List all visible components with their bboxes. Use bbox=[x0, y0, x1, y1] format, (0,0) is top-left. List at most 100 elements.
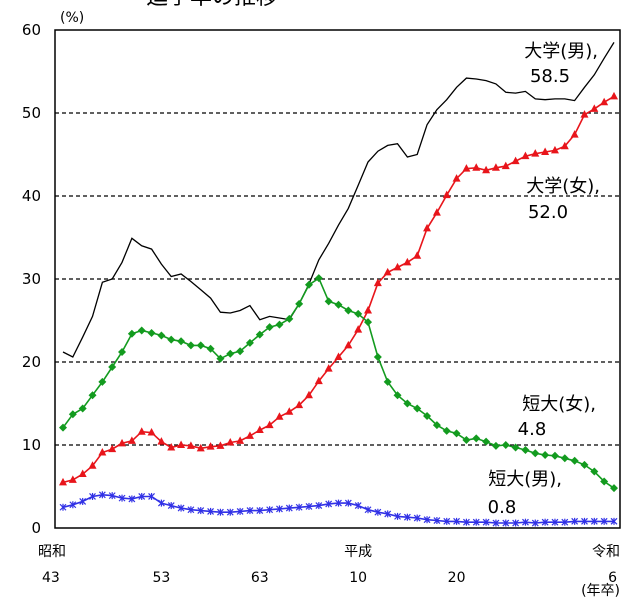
series-line bbox=[62, 42, 615, 358]
data-point bbox=[541, 518, 549, 526]
x-tick-era-label: 平成 bbox=[344, 544, 372, 560]
data-point bbox=[571, 517, 579, 525]
data-point bbox=[118, 438, 127, 447]
data-point bbox=[207, 507, 215, 515]
data-point bbox=[196, 443, 205, 452]
data-point bbox=[147, 328, 156, 337]
data-point bbox=[413, 404, 422, 413]
y-axis-unit: (%) bbox=[60, 10, 84, 26]
data-point bbox=[403, 399, 412, 408]
data-point bbox=[491, 441, 500, 450]
data-point bbox=[324, 364, 333, 372]
data-point bbox=[541, 147, 550, 156]
label-layer: 大学(男), 58.5 大学(女), 52.0 短大(女), 4.8 短大(男), 0.8 bbox=[488, 41, 600, 518]
data-point bbox=[501, 441, 510, 449]
y-tick-label: 0 bbox=[31, 519, 41, 537]
series-group bbox=[59, 91, 618, 486]
data-point bbox=[423, 516, 431, 524]
y-tick-label: 30 bbox=[22, 270, 41, 288]
data-point bbox=[373, 278, 382, 287]
series-name-label: 大学(男), bbox=[524, 41, 598, 62]
data-point bbox=[610, 517, 618, 525]
data-point bbox=[511, 443, 520, 452]
data-point bbox=[255, 330, 264, 339]
x-tick-label: 6 bbox=[608, 570, 617, 586]
data-point bbox=[384, 510, 392, 518]
data-point bbox=[304, 280, 313, 289]
data-point bbox=[383, 377, 392, 386]
data-point bbox=[59, 503, 67, 511]
data-point bbox=[482, 518, 490, 526]
data-point bbox=[78, 404, 87, 413]
chart-title-partial: 進学率の推移 bbox=[146, 0, 278, 10]
data-point bbox=[157, 437, 166, 445]
data-point bbox=[344, 499, 352, 507]
data-point bbox=[216, 354, 225, 363]
data-point bbox=[78, 469, 87, 478]
data-point bbox=[442, 190, 451, 199]
data-point bbox=[196, 341, 205, 350]
data-point bbox=[531, 149, 540, 157]
data-point bbox=[128, 495, 136, 503]
data-point bbox=[118, 494, 126, 502]
data-point bbox=[226, 349, 235, 358]
data-point bbox=[570, 130, 579, 138]
data-point bbox=[354, 325, 363, 333]
data-point bbox=[374, 508, 382, 516]
data-point bbox=[255, 425, 264, 434]
data-point bbox=[127, 329, 136, 338]
series-name-label: 短大(女), bbox=[522, 394, 596, 415]
data-point bbox=[275, 412, 284, 420]
data-point bbox=[69, 501, 77, 509]
data-point bbox=[373, 353, 382, 362]
data-point bbox=[216, 441, 225, 449]
data-point bbox=[413, 514, 421, 522]
data-point bbox=[315, 502, 323, 510]
data-point bbox=[560, 454, 569, 463]
data-point bbox=[354, 502, 362, 510]
data-point bbox=[364, 506, 372, 514]
data-point bbox=[197, 507, 205, 515]
data-point bbox=[285, 314, 294, 323]
x-axis-unit: (年卒) bbox=[581, 583, 620, 597]
data-point bbox=[285, 407, 294, 415]
data-point bbox=[335, 499, 342, 507]
x-tick-label: 43 bbox=[42, 570, 60, 586]
data-point bbox=[522, 518, 529, 526]
data-point bbox=[147, 428, 156, 436]
data-point bbox=[452, 174, 461, 182]
data-point bbox=[394, 512, 401, 520]
axis-layer: 0 10 20 30 40 50 60 (%) 昭和 43 53 63 平成 10 20 令和 6(年卒) bbox=[22, 10, 621, 597]
data-point bbox=[167, 335, 176, 344]
data-point bbox=[491, 163, 500, 171]
data-point bbox=[88, 391, 97, 400]
data-point bbox=[217, 508, 224, 516]
data-point bbox=[423, 411, 432, 420]
data-point bbox=[276, 505, 283, 513]
data-point bbox=[541, 450, 550, 459]
data-point bbox=[413, 251, 422, 259]
data-point bbox=[383, 267, 392, 276]
data-point bbox=[157, 499, 165, 507]
data-point bbox=[452, 429, 461, 438]
data-point bbox=[295, 299, 304, 308]
data-point bbox=[482, 437, 491, 446]
series-value-label: 52.0 bbox=[528, 202, 568, 223]
data-point bbox=[511, 156, 520, 165]
data-point bbox=[304, 390, 313, 399]
data-point bbox=[521, 445, 530, 454]
data-point bbox=[295, 400, 304, 409]
data-point bbox=[344, 306, 353, 315]
data-point bbox=[580, 460, 589, 469]
y-tick-label: 60 bbox=[22, 21, 41, 39]
data-point bbox=[108, 492, 116, 500]
data-point bbox=[393, 262, 402, 271]
data-point bbox=[432, 208, 441, 216]
y-tick-label: 10 bbox=[22, 436, 41, 454]
data-point bbox=[550, 451, 559, 460]
data-point bbox=[59, 477, 67, 486]
data-point bbox=[354, 309, 363, 318]
data-point bbox=[59, 423, 67, 432]
data-point bbox=[108, 444, 117, 453]
